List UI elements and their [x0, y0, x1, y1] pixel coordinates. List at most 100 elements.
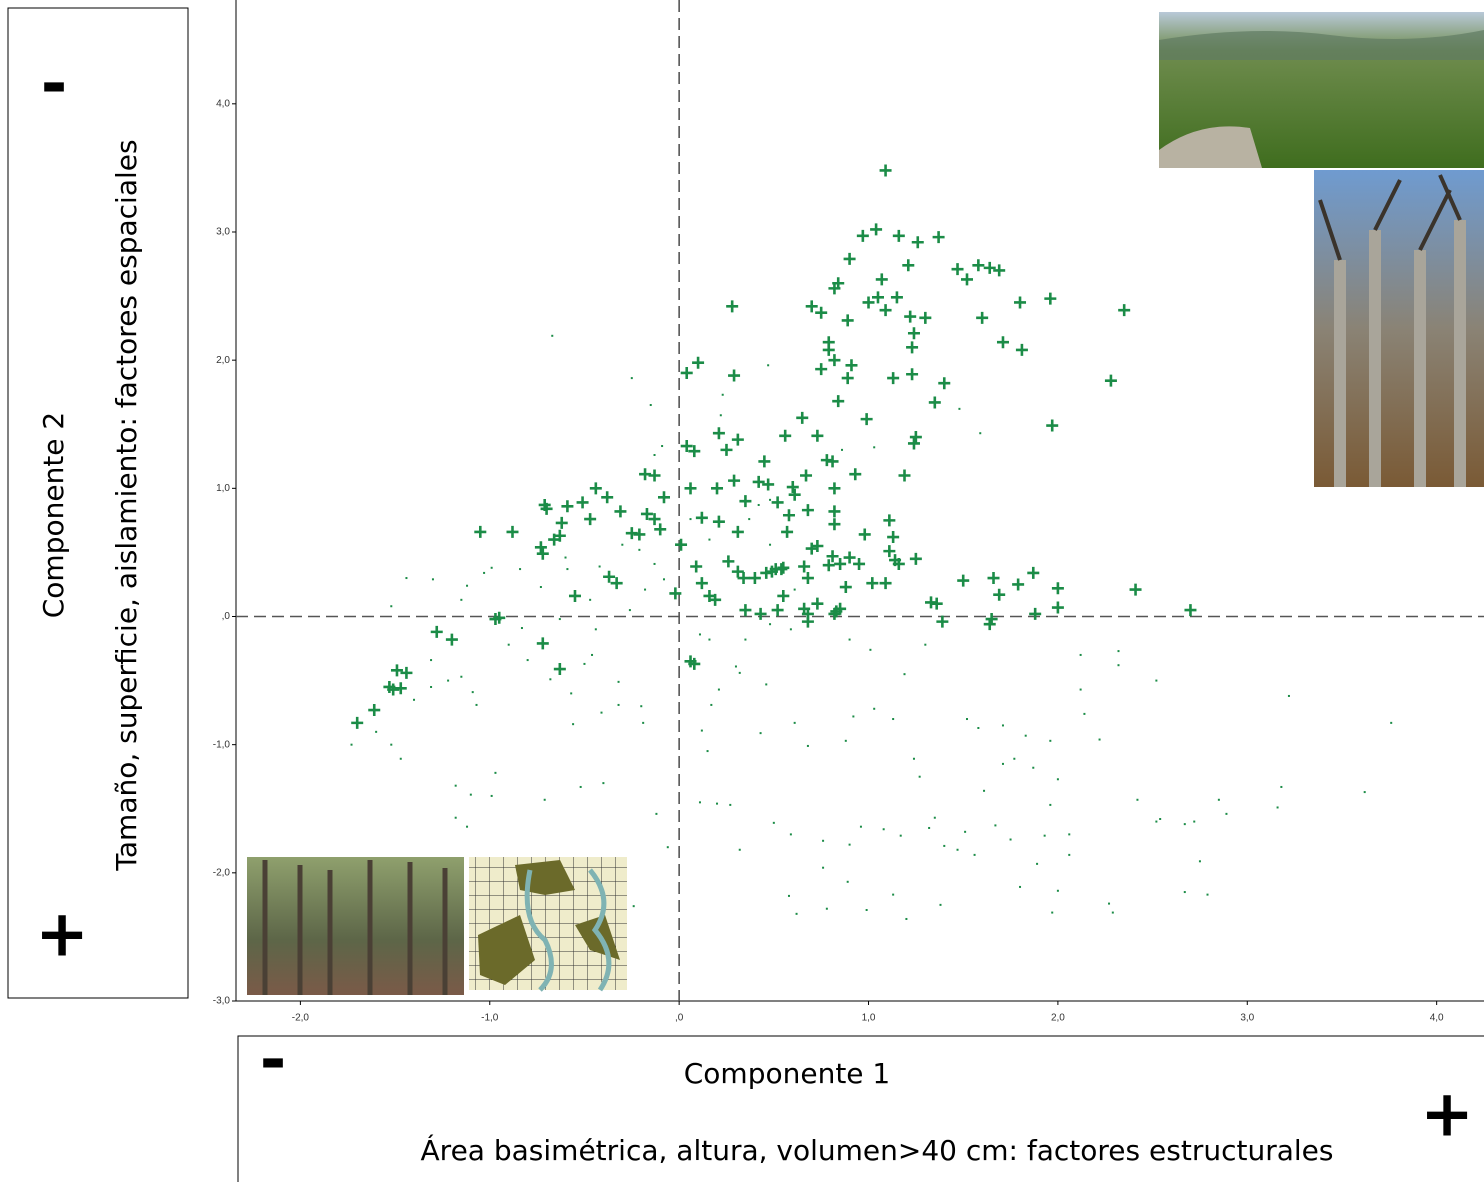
point [911, 236, 924, 249]
point [1117, 650, 1120, 653]
point [692, 356, 705, 369]
x-low-sign: - [260, 1024, 287, 1098]
point [771, 604, 784, 617]
point [928, 396, 941, 409]
point [654, 523, 667, 536]
point [841, 448, 844, 451]
point [447, 679, 450, 682]
point [474, 525, 487, 538]
y-tick-label: 1,0 [216, 483, 230, 494]
point [909, 552, 922, 565]
point [543, 798, 546, 801]
point [1044, 292, 1057, 305]
point [904, 310, 917, 323]
point [430, 685, 433, 688]
point [879, 164, 892, 177]
x-tick-label: -1,0 [481, 1013, 499, 1024]
point [759, 732, 762, 735]
point [648, 513, 661, 526]
point [811, 540, 824, 552]
point [589, 482, 602, 495]
point [902, 259, 915, 272]
point [720, 443, 733, 456]
point [832, 395, 845, 408]
bottom-panel: Componente 1 - + Área basimétrica, altur… [237, 1024, 1484, 1182]
point [898, 469, 911, 482]
point [1079, 688, 1082, 691]
point [943, 844, 946, 847]
point [536, 547, 549, 560]
point [731, 565, 744, 578]
y-tick-label: ,0 [222, 611, 231, 622]
point [841, 372, 854, 385]
point [907, 327, 920, 340]
point [811, 597, 824, 610]
point [394, 682, 407, 695]
x-tick-label: 4,0 [1430, 1013, 1444, 1024]
point [860, 413, 873, 426]
point [698, 633, 701, 636]
point [871, 291, 884, 304]
point [431, 578, 434, 581]
point [1019, 885, 1022, 888]
point [846, 880, 849, 883]
point [655, 812, 658, 815]
point [994, 824, 997, 827]
point [430, 625, 443, 638]
point [483, 571, 486, 574]
point [879, 304, 892, 317]
point [782, 509, 795, 522]
point [789, 833, 792, 836]
point [1027, 566, 1040, 579]
point [822, 343, 835, 356]
point [490, 794, 493, 797]
point [892, 557, 905, 570]
point [454, 816, 457, 819]
point [583, 662, 586, 665]
point [909, 431, 922, 444]
y-axis-description: Tamaño, superficie, aislamiento: factore… [110, 139, 143, 871]
point [738, 848, 741, 851]
point [887, 531, 900, 544]
point [708, 638, 711, 641]
point [561, 500, 574, 513]
point [602, 782, 605, 785]
point [1046, 419, 1059, 432]
point [781, 525, 794, 538]
point [828, 607, 841, 620]
point [390, 743, 393, 746]
point [737, 572, 750, 585]
point [796, 411, 809, 424]
point [912, 757, 915, 760]
point [553, 663, 566, 676]
point [731, 433, 744, 446]
point [680, 366, 693, 379]
point [653, 454, 656, 456]
point [1098, 738, 1101, 741]
point [662, 578, 665, 581]
point [413, 698, 416, 701]
point [983, 789, 986, 792]
y-tick-label: -3,0 [213, 996, 231, 1007]
point [748, 572, 761, 585]
point [633, 528, 646, 541]
point [430, 659, 433, 662]
point [638, 548, 641, 551]
point [555, 516, 568, 529]
point [726, 300, 739, 313]
point [708, 538, 711, 541]
point [859, 825, 862, 828]
point [540, 502, 553, 515]
point [903, 673, 906, 676]
point [579, 785, 582, 788]
point [762, 478, 775, 491]
point [630, 377, 633, 380]
point [906, 368, 919, 381]
point [1193, 820, 1196, 823]
point [719, 414, 722, 417]
point [739, 604, 752, 617]
y-tick-label: -2,0 [213, 867, 231, 878]
point [843, 551, 856, 564]
point [822, 559, 835, 572]
point [1029, 607, 1042, 620]
